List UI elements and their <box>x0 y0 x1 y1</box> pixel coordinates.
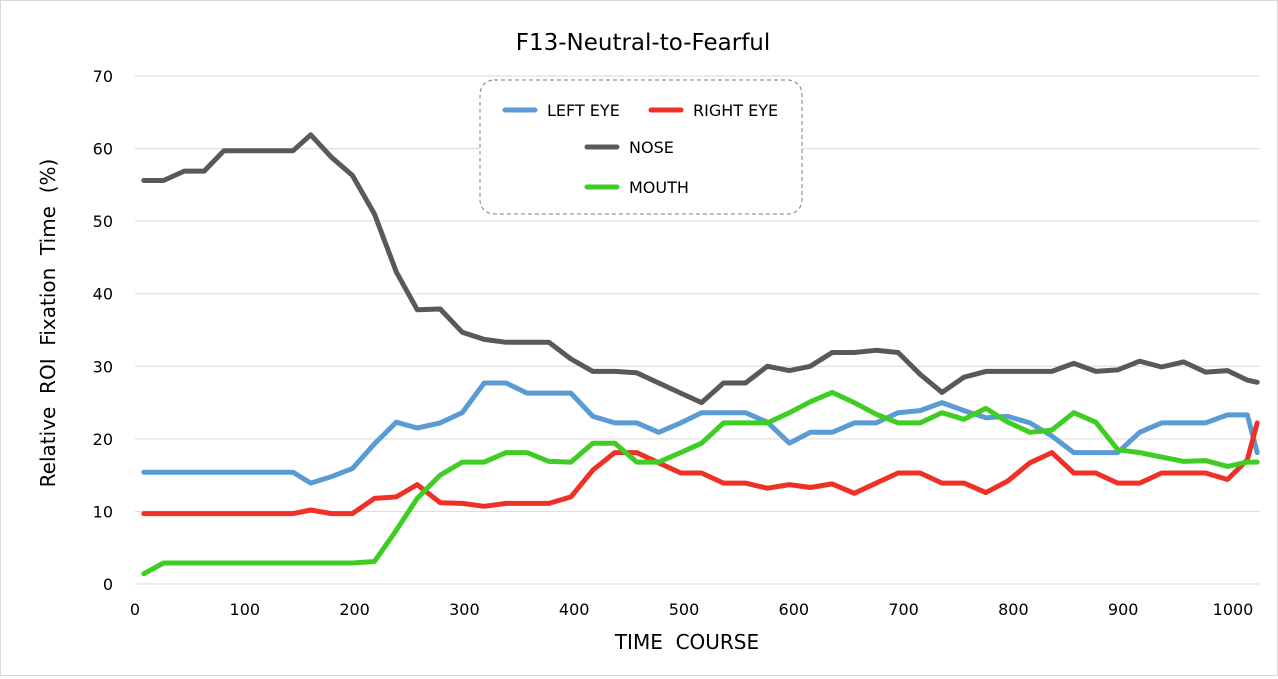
y-axis-label: Relative ROI Fixation Time (%) <box>36 159 60 488</box>
x-tick-label: 500 <box>669 600 700 619</box>
y-tick-label: 50 <box>93 212 113 231</box>
legend-label-nose: NOSE <box>629 138 674 157</box>
series-lines <box>141 132 1260 577</box>
y-tick-label: 10 <box>93 502 113 521</box>
x-axis-ticks: 0 100 200 300 400 500 600 700 800 900 1000 <box>130 600 1253 619</box>
chart-title: F13-Neutral-to-Fearful <box>516 30 771 56</box>
y-tick-label: 40 <box>93 285 113 304</box>
x-tick-label: 300 <box>449 600 480 619</box>
x-tick-label: 100 <box>230 600 261 619</box>
x-tick-label: 400 <box>559 600 590 619</box>
x-tick-label: 200 <box>339 600 370 619</box>
legend: LEFT EYE RIGHT EYE NOSE MOUTH <box>479 79 803 215</box>
x-tick-label: 800 <box>998 600 1029 619</box>
series-line-right-eye <box>141 420 1260 517</box>
legend-label-right-eye: RIGHT EYE <box>693 101 778 120</box>
y-tick-label: 30 <box>93 357 113 376</box>
x-tick-label: 900 <box>1108 600 1139 619</box>
x-tick-label: 600 <box>779 600 810 619</box>
x-axis-label: TIME COURSE <box>614 630 759 654</box>
series-line-nose <box>141 132 1260 406</box>
y-tick-label: 0 <box>103 575 113 594</box>
y-tick-label: 20 <box>93 430 113 449</box>
series-line-left-eye <box>141 380 1260 486</box>
x-tick-label: 700 <box>888 600 919 619</box>
x-tick-label: 0 <box>130 600 140 619</box>
legend-label-mouth: MOUTH <box>629 178 689 197</box>
series-line-mouth <box>141 389 1260 577</box>
y-tick-label: 60 <box>93 140 113 159</box>
legend-label-left-eye: LEFT EYE <box>547 101 620 120</box>
y-tick-label: 70 <box>93 67 113 86</box>
y-axis-ticks: 0 10 20 30 40 50 60 70 <box>93 67 113 594</box>
x-tick-label: 1000 <box>1213 600 1254 619</box>
legend-box <box>479 79 803 215</box>
